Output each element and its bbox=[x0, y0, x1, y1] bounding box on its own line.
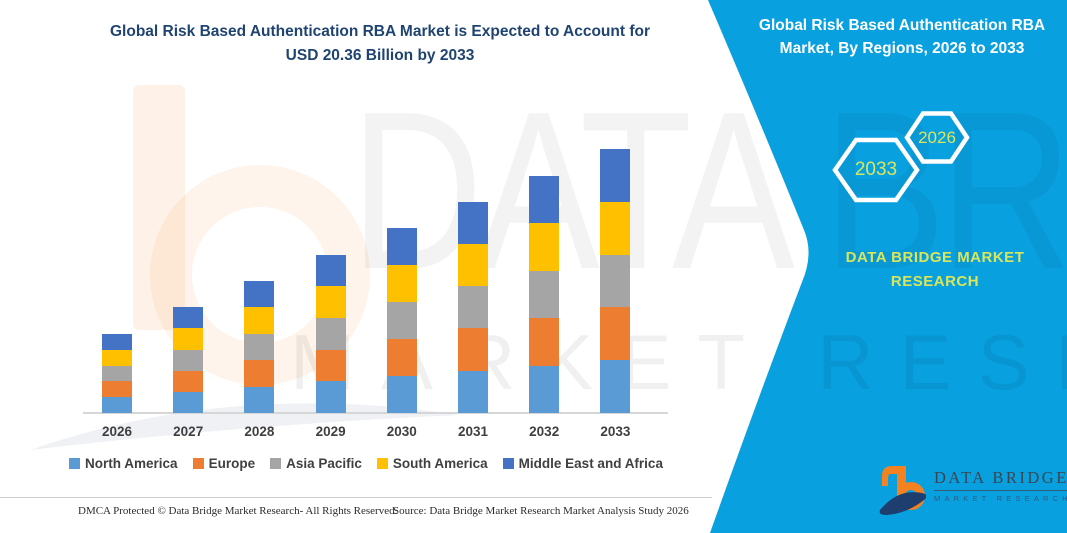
legend-label: Asia Pacific bbox=[286, 456, 362, 471]
legend-label: Middle East and Africa bbox=[518, 456, 663, 471]
legend-label: South America bbox=[392, 456, 488, 471]
x-axis-label: 2032 bbox=[529, 424, 560, 439]
bar-segment bbox=[386, 302, 417, 340]
logo-subtitle: MARKET RESEARCH bbox=[934, 494, 1067, 503]
panel-title: Global Risk Based Authentication RBA Mar… bbox=[742, 14, 1062, 60]
bar-segment bbox=[315, 254, 346, 287]
chart-title-line1: Global Risk Based Authentication RBA Mar… bbox=[109, 23, 650, 40]
bar-segment bbox=[458, 243, 488, 287]
bar-segment bbox=[600, 360, 631, 413]
panel-brand-line1: DATA BRIDGE MARKET bbox=[845, 249, 1025, 266]
x-axis-label: 2028 bbox=[244, 424, 275, 439]
panel-content: Global Risk Based Authentication RBA Mar… bbox=[680, 0, 1067, 533]
legend-label: Europe bbox=[208, 456, 256, 471]
bar-segment bbox=[315, 286, 346, 319]
bar-segment bbox=[102, 365, 132, 382]
bar-segment bbox=[315, 349, 346, 382]
panel-brand-line2: RESEARCH bbox=[890, 273, 980, 290]
watermark-swoosh bbox=[30, 403, 460, 450]
legend-swatch bbox=[376, 458, 388, 469]
bar-segment bbox=[315, 381, 346, 413]
bar-segment bbox=[386, 339, 417, 377]
logo-b-icon bbox=[879, 466, 926, 515]
x-axis-label: 2030 bbox=[386, 424, 417, 439]
legend-swatch bbox=[502, 458, 514, 469]
chart-title: Global Risk Based Authentication RBA Mar… bbox=[60, 20, 700, 68]
panel-background bbox=[708, 0, 1067, 533]
hexagon-year-label: 2026 bbox=[918, 127, 956, 147]
legend-label: North America bbox=[85, 456, 178, 471]
bar-segment bbox=[529, 223, 560, 271]
bar-segment bbox=[102, 349, 132, 366]
footer-divider bbox=[0, 497, 712, 498]
bar-segment bbox=[386, 376, 417, 413]
hexagon-year-label: 2033 bbox=[854, 159, 898, 180]
bar-segment bbox=[386, 228, 417, 266]
bar-segment bbox=[173, 349, 204, 371]
bar-segment bbox=[529, 175, 560, 224]
hexagon-badge-2026: 2026 bbox=[904, 110, 970, 165]
legend-swatch bbox=[270, 458, 282, 469]
hexagon-outline bbox=[904, 111, 970, 164]
bar-segment bbox=[600, 307, 631, 361]
legend-item: North America bbox=[69, 456, 178, 471]
x-axis-label: 2027 bbox=[173, 424, 204, 439]
bar-segment bbox=[458, 286, 488, 329]
bar-segment bbox=[600, 201, 631, 255]
bar-segment bbox=[529, 365, 560, 413]
footer-source: Source: Data Bridge Market Research Mark… bbox=[393, 505, 689, 517]
bar-segment bbox=[458, 370, 488, 413]
panel-shape bbox=[708, 0, 1067, 533]
bar-segment bbox=[600, 149, 631, 202]
company-logo: DATA BRIDGE MARKET RESEARCH bbox=[878, 460, 1067, 516]
legend-item: South America bbox=[376, 456, 488, 471]
bar-segment bbox=[244, 307, 275, 334]
panel-title-line1: Global Risk Based Authentication RBA bbox=[758, 17, 1046, 34]
footer-copyright: DMCA Protected © Data Bridge Market Rese… bbox=[78, 505, 398, 517]
chart-title-line2: USD 20.36 Billion by 2033 bbox=[285, 47, 475, 64]
bar-segment bbox=[529, 270, 560, 319]
x-axis-label: 2031 bbox=[457, 424, 489, 439]
legend-swatch bbox=[69, 458, 81, 469]
legend: North America Europe Asia Pacific South Ame… bbox=[36, 456, 696, 471]
legend-item: Asia Pacific bbox=[270, 456, 362, 471]
x-axis-label: 2033 bbox=[600, 424, 631, 439]
bar-segment bbox=[102, 397, 132, 413]
legend-swatch bbox=[192, 458, 204, 469]
bar-segment bbox=[458, 201, 488, 244]
legend-item: Europe bbox=[192, 456, 256, 471]
x-axis-line bbox=[83, 412, 668, 414]
bar-segment bbox=[315, 318, 346, 350]
bar-segment bbox=[173, 370, 204, 392]
bar-segment bbox=[102, 333, 132, 350]
panel-title-line2: Market, By Regions, 2026 to 2033 bbox=[779, 40, 1025, 57]
bar-segment bbox=[529, 318, 560, 366]
x-axis-label: 2026 bbox=[101, 424, 133, 439]
bar-segment bbox=[600, 254, 631, 308]
bar-segment bbox=[173, 328, 204, 350]
x-axis-label: 2029 bbox=[315, 424, 346, 439]
hexagon-badge-2033: 2033 bbox=[832, 136, 920, 204]
plot: 2026 2027 2028 2029 2030 2031 2032 2033 bbox=[101, 149, 631, 439]
bar-segment bbox=[244, 360, 275, 387]
logo-name: DATA BRIDGE bbox=[934, 468, 1067, 491]
hexagon-outline bbox=[832, 137, 920, 203]
bar-segment bbox=[173, 307, 204, 329]
bar-segment bbox=[244, 333, 275, 361]
bar-segment bbox=[173, 391, 204, 413]
bar-segment bbox=[386, 265, 417, 303]
panel-brand-text: DATA BRIDGE MARKET RESEARCH bbox=[780, 246, 1067, 294]
logo-text: DATA BRIDGE MARKET RESEARCH bbox=[934, 468, 1067, 503]
bar-segment bbox=[244, 280, 275, 308]
bar-segment bbox=[244, 386, 275, 413]
bar-segment bbox=[102, 381, 132, 398]
bar-segment bbox=[458, 328, 488, 371]
legend-item: Middle East and Africa bbox=[502, 456, 663, 471]
